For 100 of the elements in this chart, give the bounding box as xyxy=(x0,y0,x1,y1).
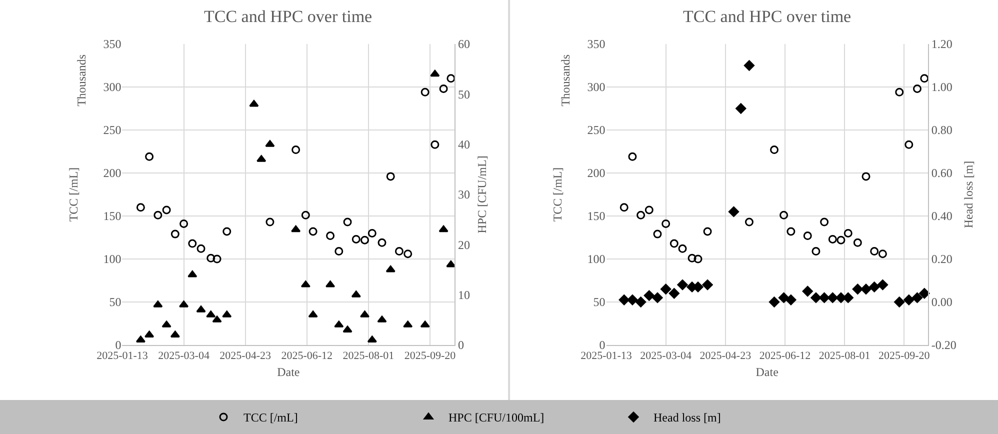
y-tick-label: 0 xyxy=(115,338,122,352)
point xyxy=(326,232,335,240)
y2-tick-label: 0.40 xyxy=(931,209,952,224)
y2-tick-label: 10 xyxy=(458,288,470,302)
point xyxy=(308,227,318,236)
x-tick-label: 2025-08-01 xyxy=(342,350,394,362)
y-axis-title: TCC [/mL] xyxy=(66,167,81,222)
point xyxy=(386,266,396,272)
x-tick-label: 2025-01-13 xyxy=(96,350,148,362)
point xyxy=(668,288,680,299)
point xyxy=(308,310,318,318)
x-tick-label: 2025-09-20 xyxy=(878,350,930,362)
point xyxy=(206,254,216,262)
y2-tick-label: 40 xyxy=(458,138,470,152)
y2-tick-label: 0.20 xyxy=(931,252,952,266)
point xyxy=(351,290,361,298)
point xyxy=(636,210,646,220)
legend-label: TCC [/mL] xyxy=(244,410,298,425)
point xyxy=(828,234,837,244)
x-tick-label: 2025-06-12 xyxy=(281,350,333,362)
y2-tick-label: 20 xyxy=(458,238,470,252)
point xyxy=(212,254,222,264)
point xyxy=(154,210,162,220)
y-tick-label: 100 xyxy=(587,252,606,266)
y2-tick-label: 0.60 xyxy=(931,166,952,180)
point xyxy=(836,236,846,244)
point xyxy=(212,316,222,322)
x-tick-label: 2025-09-20 xyxy=(404,350,456,362)
y2-tick-label: 0.00 xyxy=(931,295,952,310)
y-tick-label: 250 xyxy=(103,123,122,138)
point xyxy=(895,88,904,96)
point xyxy=(678,244,687,253)
point xyxy=(334,320,344,328)
point xyxy=(870,247,879,256)
point xyxy=(819,292,830,303)
y-tick-label: 50 xyxy=(109,295,122,310)
point xyxy=(386,172,395,181)
x-tick-label: 2025-03-04 xyxy=(640,350,692,362)
y-tick-label: 350 xyxy=(103,37,122,52)
point xyxy=(744,60,755,71)
point xyxy=(728,206,740,217)
point xyxy=(869,282,880,292)
y2-tick-label: 50 xyxy=(458,87,470,102)
y-axis-title: TCC [/mL] xyxy=(550,167,565,222)
point xyxy=(188,239,197,248)
y2-tick-label: -0.20 xyxy=(931,338,956,352)
point xyxy=(827,292,838,303)
y-tick-label: 300 xyxy=(103,80,122,94)
point xyxy=(265,140,275,147)
y-tick-label: 150 xyxy=(103,209,122,224)
point xyxy=(292,146,300,154)
point xyxy=(844,228,852,238)
point xyxy=(343,218,352,226)
point xyxy=(677,280,688,290)
point xyxy=(222,310,232,318)
point xyxy=(802,286,813,297)
point xyxy=(894,296,905,308)
y2-tick-label: 0.80 xyxy=(931,123,952,138)
y2-tick-label: 30 xyxy=(458,188,470,202)
point xyxy=(853,238,862,247)
y-tick-label: 200 xyxy=(103,166,122,180)
y2-tick-label: 1.00 xyxy=(931,80,952,94)
point xyxy=(291,225,301,232)
point xyxy=(446,260,456,268)
point xyxy=(439,84,448,93)
point xyxy=(660,284,672,294)
point xyxy=(170,330,180,338)
point xyxy=(920,74,929,83)
point xyxy=(852,284,863,294)
point xyxy=(170,230,180,238)
x-tick-label: 2025-04-23 xyxy=(700,350,752,362)
point xyxy=(628,152,637,161)
point xyxy=(180,219,188,228)
point xyxy=(803,232,812,240)
point xyxy=(420,320,430,328)
point xyxy=(368,228,376,238)
point xyxy=(627,294,638,306)
point xyxy=(403,320,413,328)
point xyxy=(770,146,779,154)
y-tick-label: 0 xyxy=(599,338,606,352)
chart-title: TCC and HPC over time xyxy=(683,7,852,26)
point xyxy=(162,206,171,214)
x-axis-title: Date xyxy=(756,365,778,380)
point xyxy=(394,247,404,256)
point xyxy=(904,140,914,149)
x-axis-title: Date xyxy=(277,365,300,380)
y-tick-label: 150 xyxy=(587,209,606,224)
text: Thousands xyxy=(74,54,88,106)
point xyxy=(786,294,796,306)
point xyxy=(334,247,344,256)
point xyxy=(206,310,216,318)
point xyxy=(430,70,440,77)
point xyxy=(136,203,145,212)
y-tick-label: 50 xyxy=(593,295,606,310)
point xyxy=(768,296,780,308)
point xyxy=(430,140,440,149)
point xyxy=(644,206,654,214)
legend-label: Head loss [m] xyxy=(654,410,721,425)
point xyxy=(786,227,796,236)
point xyxy=(222,227,232,236)
